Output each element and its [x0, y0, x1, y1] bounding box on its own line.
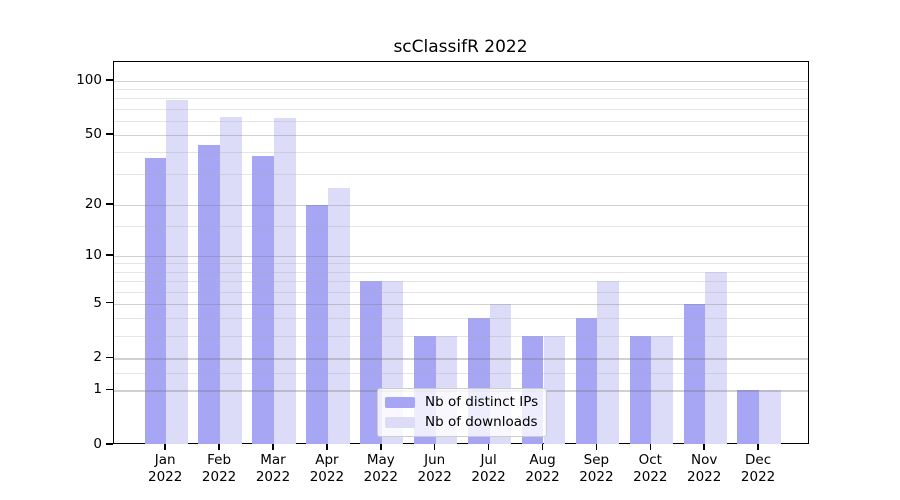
- y-tick-mark: [105, 301, 113, 304]
- x-tick-label-apr: Apr 2022: [309, 452, 345, 485]
- gridline-minor: [113, 89, 808, 91]
- y-tick-label-1: 1: [93, 381, 102, 398]
- gridline-minor: [113, 174, 808, 176]
- y-tick-mark: [105, 254, 113, 256]
- gridline-minor: [113, 263, 808, 265]
- legend-swatch-distinct-ips-icon: [385, 396, 415, 408]
- bar-downloads-aug: [543, 335, 566, 445]
- y-tick-mark: [105, 388, 113, 391]
- y-tick-label-2: 2: [93, 349, 102, 366]
- chart-title: scClassifR 2022: [393, 37, 528, 57]
- x-tick-mark: [326, 443, 328, 450]
- y-tick-mark: [105, 203, 113, 205]
- gridline-minor: [113, 108, 808, 110]
- bar-downloads-mar: [274, 118, 296, 445]
- legend-label-distinct-ips: Nb of distinct IPs: [425, 394, 539, 410]
- bar-distinct-ips-jan: [144, 158, 167, 445]
- x-tick-mark: [541, 443, 544, 450]
- x-tick-label-nov: Nov 2022: [687, 452, 722, 485]
- gridline-major: [113, 303, 808, 305]
- bar-distinct-ips-mar: [252, 156, 274, 445]
- x-tick-mark: [218, 443, 220, 450]
- bar-distinct-ips-oct: [629, 335, 652, 445]
- x-tick-mark: [487, 443, 490, 450]
- gridline-major: [113, 81, 808, 83]
- legend-entry-downloads: Nb of downloads: [385, 414, 538, 430]
- x-tick-mark: [595, 443, 598, 450]
- y-tick-label-50: 50: [84, 125, 102, 142]
- gridline-minor: [113, 152, 808, 154]
- legend: Nb of distinct IPs Nb of downloads: [377, 388, 548, 437]
- bar-downloads-jan: [166, 100, 188, 445]
- y-tick-mark: [105, 133, 113, 135]
- y-tick-mark: [105, 356, 113, 359]
- x-tick-mark: [649, 443, 652, 450]
- bar-distinct-ips-feb: [198, 144, 221, 445]
- y-tick-mark: [105, 443, 113, 445]
- plot-area: [112, 61, 809, 445]
- x-tick-mark: [272, 443, 274, 450]
- gridline-minor: [113, 226, 808, 228]
- x-tick-label-feb: Feb 2022: [201, 452, 237, 485]
- x-tick-label-jan: Jan 2022: [148, 452, 183, 485]
- gridline-minor: [113, 318, 808, 320]
- bar-distinct-ips-nov: [683, 303, 706, 445]
- gridline-minor: [113, 120, 808, 122]
- bar-distinct-ips-may: [360, 280, 382, 445]
- gridline-minor: [113, 271, 808, 273]
- x-tick-label-jun: Jun 2022: [417, 452, 452, 485]
- x-tick-label-mar: Mar 2022: [255, 452, 291, 485]
- y-tick-label-5: 5: [93, 294, 102, 311]
- bar-downloads-apr: [327, 188, 350, 445]
- y-tick-label-100: 100: [76, 72, 102, 88]
- bar-downloads-sep: [597, 280, 620, 445]
- legend-swatch-downloads-icon: [385, 416, 415, 428]
- gridline-major: [113, 358, 808, 360]
- bar-distinct-ips-dec: [737, 390, 760, 445]
- x-tick-label-dec: Dec 2022: [740, 452, 776, 485]
- x-tick-label-jul: Jul 2022: [471, 452, 506, 485]
- x-tick-label-sep: Sep 2022: [579, 452, 614, 485]
- x-tick-mark: [380, 443, 382, 450]
- gridline-minor: [113, 98, 808, 100]
- gridline-minor: [113, 372, 808, 374]
- y-tick-mark: [105, 79, 113, 81]
- bar-downloads-feb: [220, 116, 242, 445]
- gridline-major: [113, 204, 808, 207]
- bar-downloads-oct: [651, 335, 673, 445]
- x-tick-label-oct: Oct 2022: [633, 452, 668, 485]
- bar-downloads-dec: [759, 390, 781, 445]
- bar-distinct-ips-apr: [306, 204, 328, 445]
- gridline-major: [113, 134, 808, 137]
- grid-layer: [113, 62, 808, 443]
- y-tick-label-0: 0: [93, 436, 102, 452]
- y-tick-label-10: 10: [84, 246, 102, 263]
- x-tick-label-aug: Aug 2022: [525, 452, 560, 485]
- x-tick-mark: [703, 443, 705, 450]
- x-tick-mark: [757, 443, 759, 450]
- x-tick-mark: [164, 443, 166, 450]
- legend-entry-distinct-ips: Nb of distinct IPs: [385, 394, 538, 410]
- legend-label-downloads: Nb of downloads: [425, 414, 538, 430]
- bar-distinct-ips-sep: [575, 318, 598, 445]
- x-tick-label-may: May 2022: [363, 452, 398, 485]
- bar-downloads-nov: [705, 271, 727, 445]
- gridline-minor: [113, 280, 808, 282]
- gridline-major: [113, 255, 808, 258]
- y-tick-label-20: 20: [84, 195, 102, 212]
- gridline-minor: [113, 335, 808, 337]
- gridline-minor: [113, 291, 808, 293]
- x-tick-mark: [433, 443, 436, 450]
